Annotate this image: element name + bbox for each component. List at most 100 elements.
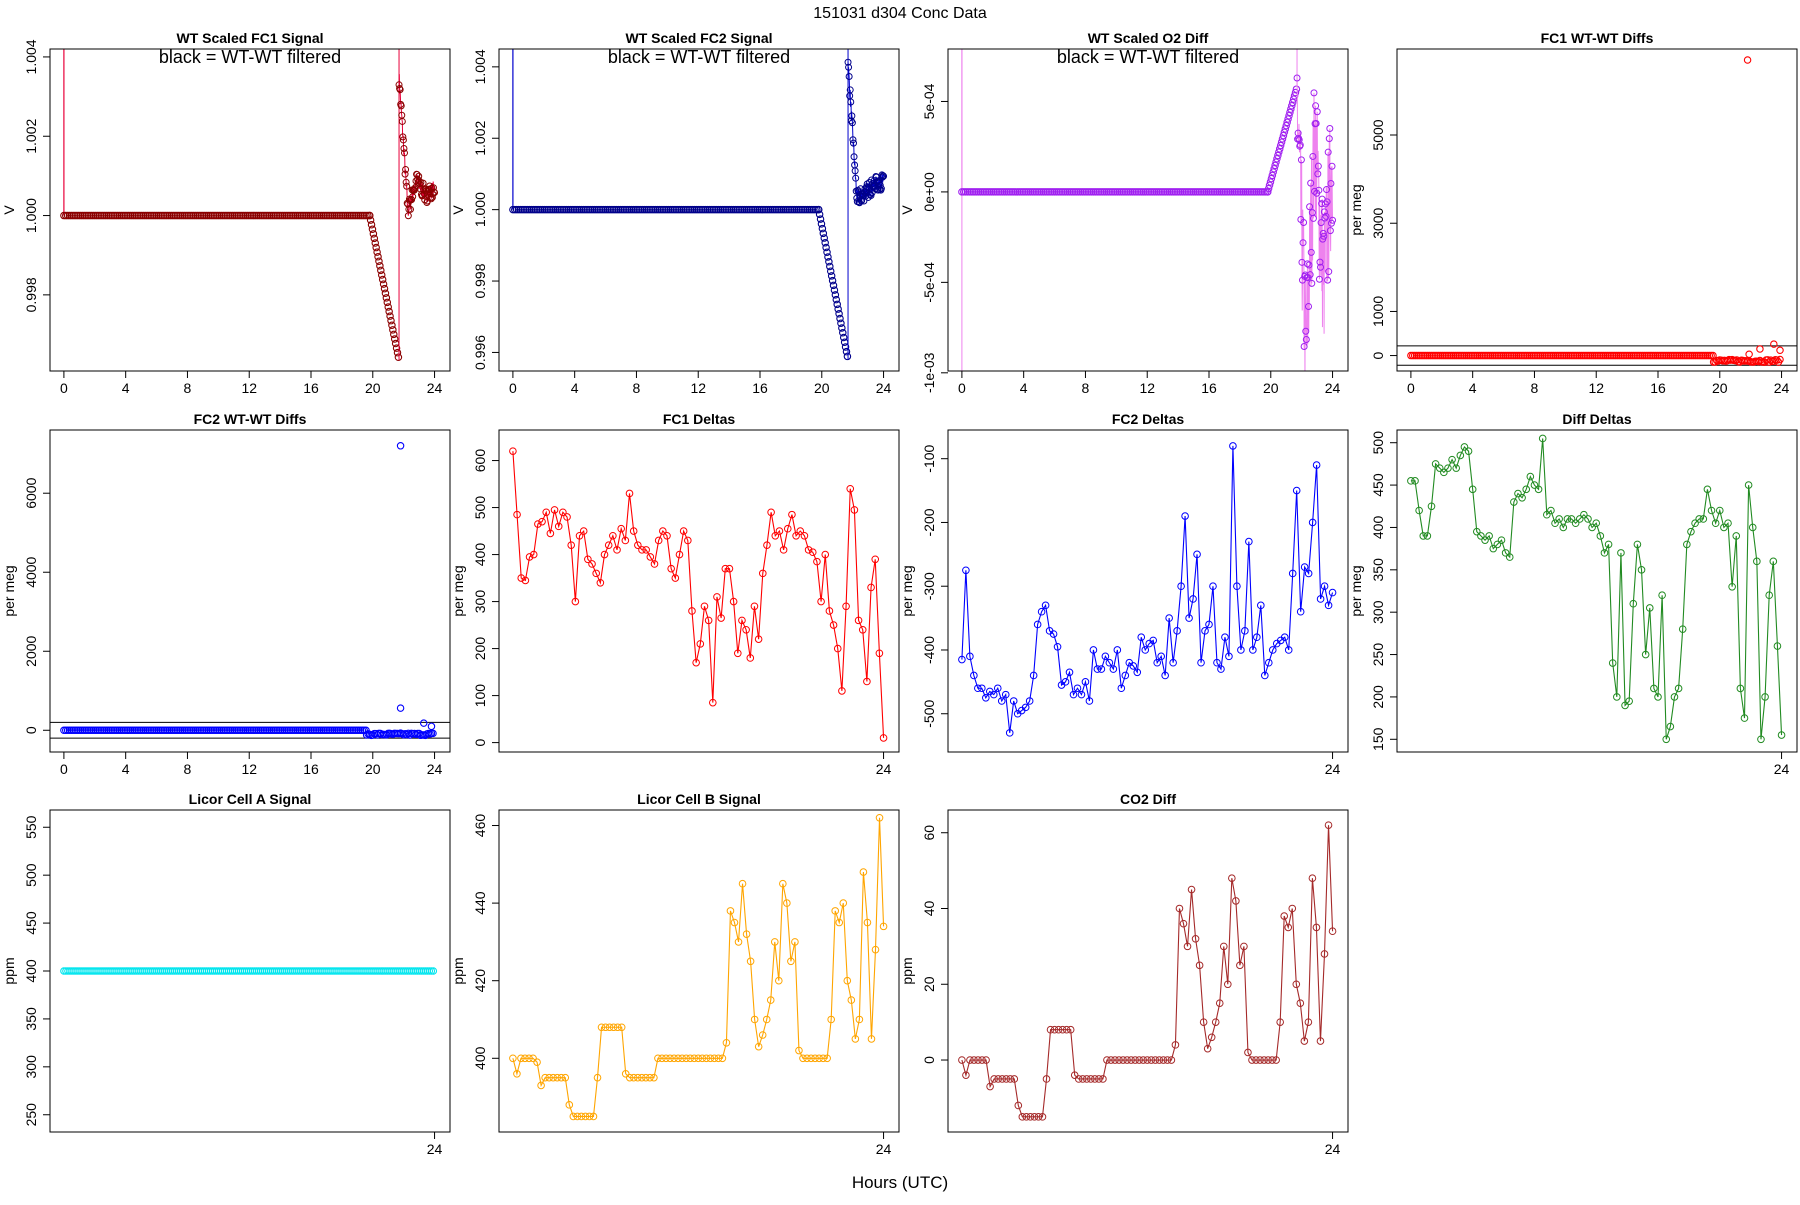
chart-panel: Licor Cell A Signal ppm 24 250 300 350 400 450 5… bbox=[1, 791, 451, 1157]
data-point bbox=[407, 205, 415, 213]
data-point bbox=[1173, 627, 1181, 635]
panels: WT Scaled FC1 Signal V 0 4 8 12 16 20 24 0.998 1.0… bbox=[1, 30, 1798, 1157]
data-point bbox=[1299, 239, 1307, 247]
data-point bbox=[729, 597, 738, 606]
data-point bbox=[835, 918, 844, 927]
data-point bbox=[817, 220, 826, 228]
data-point bbox=[1151, 1056, 1160, 1064]
data-point bbox=[775, 976, 783, 985]
data-point bbox=[509, 447, 517, 455]
data-point bbox=[399, 136, 407, 144]
x-tick-label: 8 bbox=[1531, 380, 1539, 396]
data-point bbox=[374, 252, 382, 261]
data-point bbox=[393, 348, 402, 357]
x-tick-label: 24 bbox=[876, 1141, 892, 1157]
y-tick-label: 150 bbox=[1370, 727, 1386, 751]
y-tick-label: 600 bbox=[472, 449, 488, 473]
data-point bbox=[1111, 1056, 1119, 1064]
x-tick-label: 4 bbox=[1469, 380, 1477, 396]
data-point bbox=[667, 564, 675, 573]
data-point bbox=[1320, 232, 1328, 240]
y-tick-label: 200 bbox=[472, 637, 488, 661]
data-point bbox=[1776, 355, 1784, 364]
data-point bbox=[1232, 897, 1240, 905]
y-tick-label: 0 bbox=[472, 738, 488, 746]
data-point bbox=[1460, 443, 1469, 451]
plot-area bbox=[60, 967, 438, 975]
data-point bbox=[808, 548, 817, 557]
x-tick-label: 16 bbox=[752, 380, 768, 396]
data-point bbox=[554, 522, 563, 531]
data-point bbox=[613, 1023, 622, 1032]
data-point bbox=[696, 640, 705, 648]
data-point bbox=[1327, 219, 1335, 227]
data-point bbox=[1097, 665, 1106, 673]
y-tick-label: 420 bbox=[472, 969, 488, 993]
data-point bbox=[819, 229, 828, 238]
plot-area bbox=[60, 49, 439, 361]
y-tick-label: 250 bbox=[1370, 643, 1386, 667]
data-point bbox=[726, 907, 735, 915]
data-point bbox=[1268, 646, 1277, 654]
data-point bbox=[1317, 263, 1325, 271]
data-point bbox=[767, 508, 775, 517]
data-point bbox=[829, 621, 838, 629]
data-point bbox=[397, 102, 405, 110]
data-point bbox=[838, 687, 846, 695]
x-tick-label: 12 bbox=[1139, 380, 1155, 396]
data-point bbox=[700, 602, 709, 611]
x-tick-label: 16 bbox=[303, 380, 319, 396]
data-point bbox=[1066, 1025, 1075, 1034]
data-point bbox=[1215, 999, 1224, 1008]
data-point bbox=[1276, 1018, 1284, 1026]
panel-title: FC1 WT-WT Diffs bbox=[1541, 30, 1654, 46]
data-point bbox=[658, 1054, 666, 1063]
data-point bbox=[1224, 980, 1232, 989]
data-point bbox=[368, 225, 377, 234]
data-point bbox=[1187, 885, 1196, 894]
data-point bbox=[717, 614, 725, 622]
data-point bbox=[369, 230, 378, 238]
data-point bbox=[1435, 464, 1444, 472]
data-point bbox=[750, 1015, 759, 1024]
data-point bbox=[989, 690, 998, 699]
data-point bbox=[821, 550, 830, 559]
y-axis-label: V bbox=[1, 205, 17, 215]
data-point bbox=[431, 188, 439, 196]
data-point bbox=[1304, 1018, 1313, 1026]
data-point bbox=[387, 316, 395, 325]
data-point bbox=[386, 312, 394, 320]
data-point bbox=[1407, 477, 1415, 485]
data-point bbox=[1041, 601, 1050, 610]
data-point bbox=[1662, 735, 1671, 744]
data-point bbox=[403, 182, 411, 190]
data-point bbox=[1452, 464, 1461, 472]
data-point bbox=[844, 58, 852, 66]
data-point bbox=[1181, 512, 1189, 520]
data-point bbox=[541, 1073, 549, 1082]
data-point bbox=[792, 531, 800, 540]
data-point bbox=[517, 1054, 525, 1063]
data-point bbox=[1141, 646, 1150, 654]
data-point bbox=[1085, 697, 1094, 705]
x-tick-label: 12 bbox=[690, 380, 706, 396]
plot-frame bbox=[947, 48, 1349, 372]
data-point bbox=[1009, 697, 1018, 705]
data-point bbox=[970, 1056, 978, 1064]
chart-panel: Diff Deltas per meg 24 150 200 250 300 350 400 45… bbox=[1348, 411, 1798, 777]
data-point bbox=[1175, 904, 1184, 913]
data-point bbox=[822, 243, 830, 252]
data-point bbox=[1316, 595, 1325, 603]
data-point bbox=[1256, 1056, 1264, 1064]
plot-frame bbox=[498, 429, 900, 753]
data-point bbox=[1260, 1056, 1268, 1064]
data-point bbox=[819, 1054, 827, 1063]
data-point bbox=[1777, 731, 1786, 739]
data-point bbox=[1193, 550, 1201, 559]
data-point bbox=[633, 1073, 642, 1082]
y-tick-label: 350 bbox=[23, 1007, 39, 1031]
data-point bbox=[379, 280, 388, 288]
data-point bbox=[1065, 668, 1074, 677]
x-axis-label: Hours (UTC) bbox=[852, 1173, 948, 1192]
data-point bbox=[517, 574, 526, 582]
